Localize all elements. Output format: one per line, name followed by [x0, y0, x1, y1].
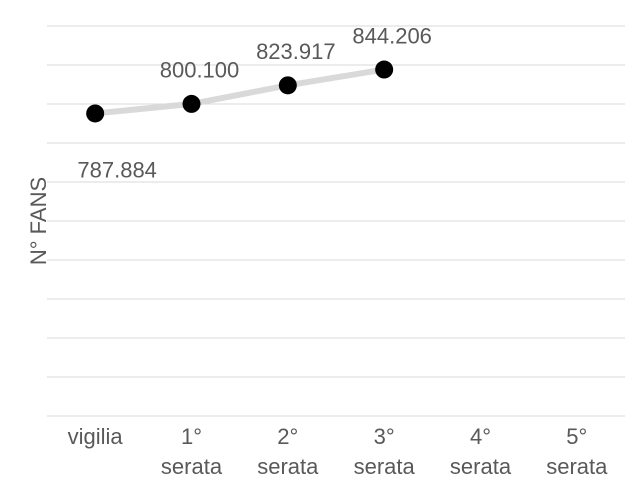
marker — [182, 94, 201, 113]
data-label: 787.884 — [77, 157, 157, 182]
line — [94, 66, 385, 117]
x-tick-label: 5° serata — [546, 424, 608, 479]
x-tick-label: 3° serata — [353, 424, 415, 479]
x-tick-label: vigilia — [67, 424, 123, 449]
data-label: 800.100 — [160, 58, 240, 83]
marker — [375, 60, 394, 79]
data-label: 823.917 — [256, 39, 336, 64]
x-tick-label: 4° serata — [449, 424, 512, 479]
x-tick-label: 1° serata — [160, 424, 223, 479]
y-axis-label: N° FANS — [26, 177, 51, 265]
marker — [86, 104, 105, 123]
data-label: 844.206 — [352, 23, 432, 48]
marker — [278, 76, 297, 95]
x-tick-label: 2° serata — [257, 424, 319, 479]
